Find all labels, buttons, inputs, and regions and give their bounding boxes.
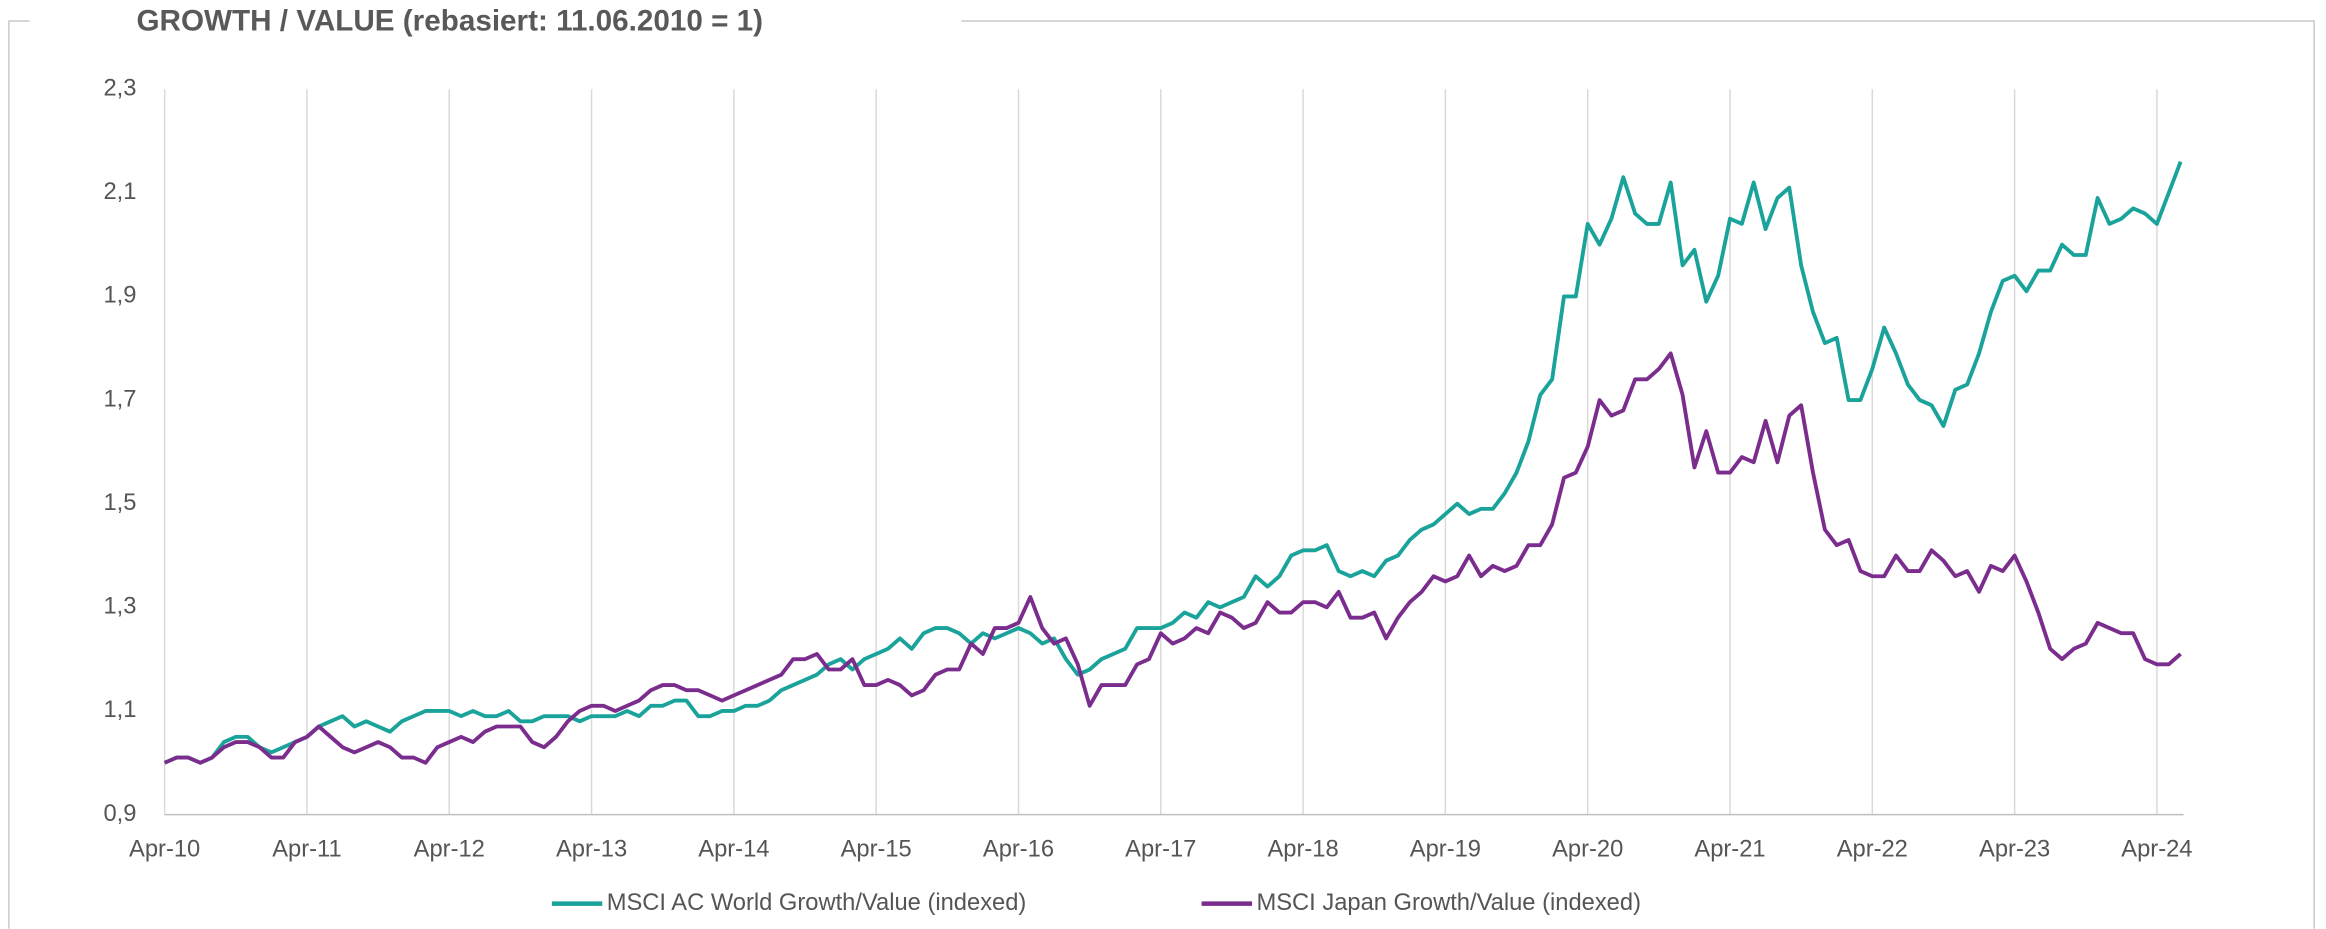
- x-tick-label: Apr-20: [1552, 836, 1623, 862]
- x-tick-label: Apr-11: [272, 836, 341, 862]
- series-line: [163, 161, 2183, 765]
- y-tick-label: 1,1: [103, 697, 136, 723]
- x-tick-label: Apr-15: [841, 836, 912, 862]
- x-tick-label: Apr-13: [556, 836, 627, 862]
- legend-label: MSCI AC World Growth/Value (indexed): [607, 890, 1027, 916]
- x-tick-label: Apr-18: [1267, 836, 1338, 862]
- y-tick-label: 1,9: [103, 283, 136, 309]
- y-tick-label: 2,1: [103, 179, 136, 205]
- chart-title: GROWTH / VALUE (rebasiert: 11.06.2010 = …: [136, 4, 763, 37]
- frame: [8, 20, 2315, 929]
- x-tick-label: Apr-19: [1410, 836, 1481, 862]
- x-tick-label: Apr-21: [1694, 836, 1765, 862]
- series-line: [163, 351, 2182, 765]
- x-tick-label: Apr-23: [1979, 836, 2050, 862]
- y-tick-label: 1,7: [103, 386, 136, 412]
- x-tick-label: Apr-12: [414, 836, 485, 862]
- x-tick-label: Apr-14: [698, 836, 769, 862]
- legend-label: MSCI Japan Growth/Value (indexed): [1256, 890, 1641, 916]
- y-tick-label: 1,3: [103, 594, 136, 620]
- x-tick-label: Apr-16: [983, 836, 1054, 862]
- x-tick-label: Apr-22: [1837, 836, 1908, 862]
- x-tick-label: Apr-17: [1125, 836, 1196, 862]
- x-tick-label: Apr-24: [2121, 836, 2192, 862]
- y-tick-label: 2,3: [103, 75, 136, 101]
- y-tick-label: 1,5: [103, 490, 136, 516]
- x-tick-label: Apr-10: [129, 836, 200, 862]
- y-tick-label: 0,9: [103, 801, 136, 827]
